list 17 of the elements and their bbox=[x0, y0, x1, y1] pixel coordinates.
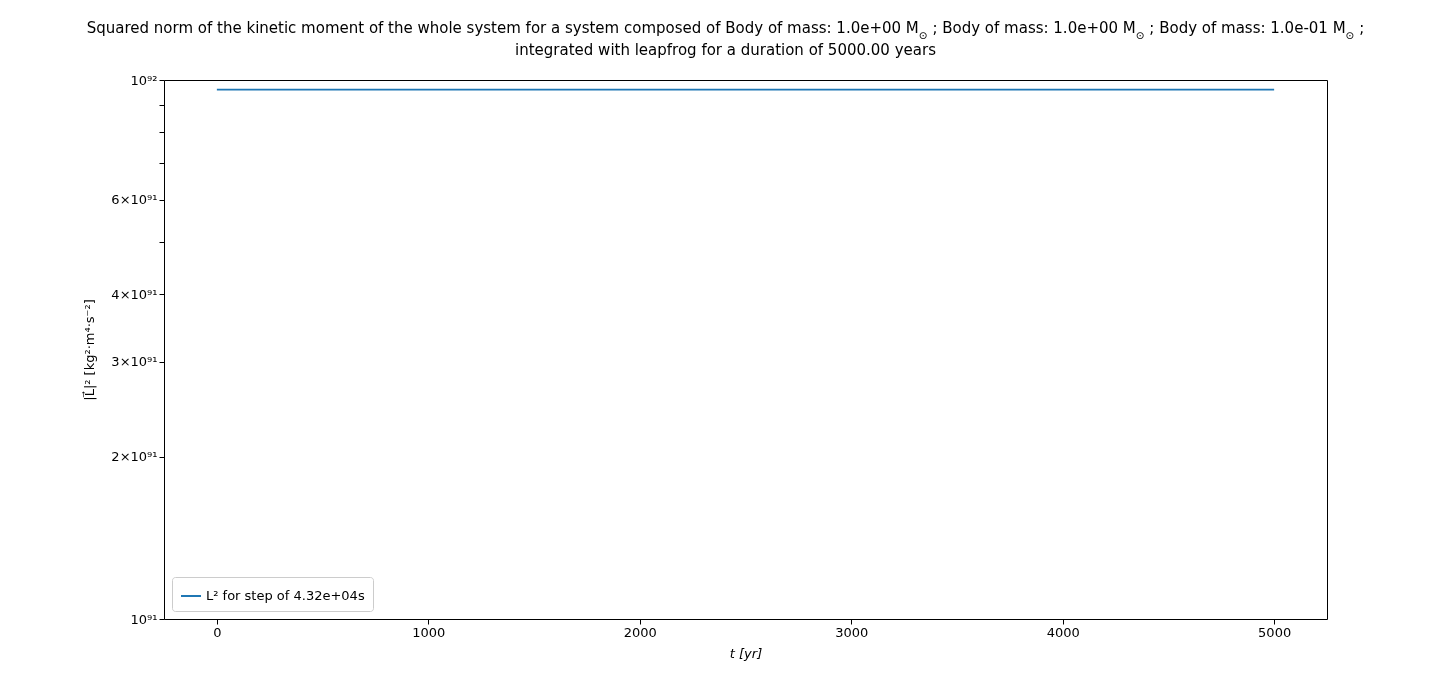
x-tick-label: 0 bbox=[213, 624, 222, 640]
text: Squared norm of the kinetic moment of the whole system for a system composed of Body of mass: 1.0e+00 M$_{⊙}$ ; Body of mass: 1.0e+00 M$_{⊙}$ ; Body of mass: 1.0e-01 M$_{⊙}$ ; bbox=[86, 19, 1365, 41]
y-tick-label: 2×10⁹¹ bbox=[111, 449, 158, 465]
text: integrated with leapfrog for a duration of 5000.00 years bbox=[515, 41, 936, 59]
x-tick-label: 5000 bbox=[1258, 624, 1292, 640]
x-axis-title: t [yr] bbox=[729, 645, 763, 661]
y-tick-label: 6×10⁹¹ bbox=[111, 192, 158, 208]
y-axis-title: |L⃗|² [kg²·m⁴·s⁻²] bbox=[82, 299, 98, 401]
x-tick-label: 3000 bbox=[835, 624, 869, 640]
y-tick-label: 4×10⁹¹ bbox=[111, 286, 158, 302]
y-tick-label: 3×10⁹¹ bbox=[111, 354, 158, 370]
x-tick-label: 4000 bbox=[1046, 624, 1080, 640]
x-tick-label: 1000 bbox=[412, 624, 446, 640]
legend-label: L² for step of 4.32e+04s bbox=[206, 588, 365, 603]
x-tick-label: 2000 bbox=[623, 624, 657, 640]
y-tick-label: 10⁹² bbox=[130, 72, 158, 88]
y-tick-label: 10⁹¹ bbox=[130, 611, 158, 627]
